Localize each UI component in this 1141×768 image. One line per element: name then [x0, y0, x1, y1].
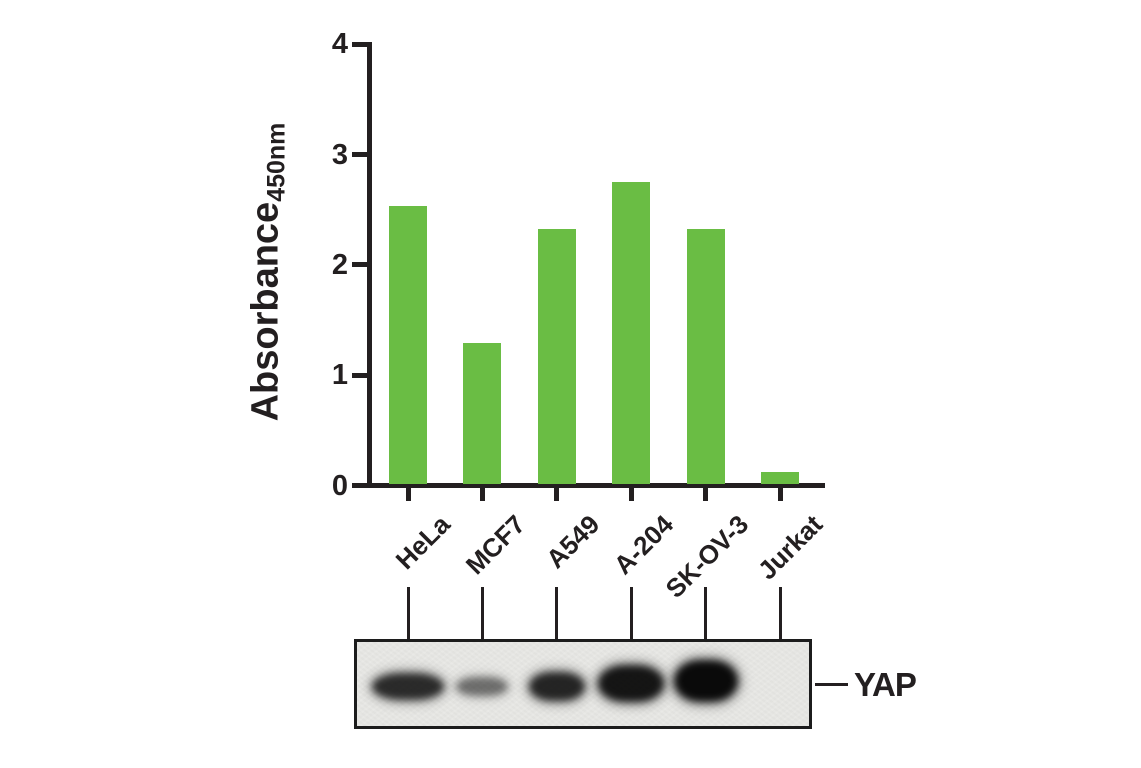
blot-band-a204 — [598, 664, 665, 702]
western-blot-panel — [354, 639, 812, 729]
y-tick-label-0: 0 — [331, 469, 348, 502]
x-axis-line — [367, 483, 825, 488]
bar-mcf7 — [463, 342, 502, 484]
x-tick-mcf7 — [479, 488, 485, 501]
bar-hela — [389, 206, 427, 484]
y-tick-3 — [352, 152, 367, 158]
blot-pointer-line — [815, 683, 848, 686]
x-tick-skov3 — [703, 488, 709, 501]
x-tick-a204 — [628, 488, 634, 501]
y-tick-label-4: 4 — [331, 28, 348, 61]
x-label-jurkat: Jurkat — [751, 509, 829, 586]
y-axis-title-subscript: 450nm — [262, 122, 291, 202]
lane-leader-line-skov3 — [704, 587, 708, 640]
x-label-hela: HeLa — [390, 509, 457, 576]
y-tick-2 — [352, 262, 367, 268]
y-axis-line — [367, 42, 372, 488]
y-axis-title-main: Absorbance — [244, 201, 287, 422]
y-tick-label-2: 2 — [331, 248, 348, 281]
y-tick-4 — [352, 41, 367, 47]
lane-leader-line-mcf7 — [480, 587, 484, 640]
x-tick-hela — [405, 488, 411, 501]
lane-leader-line-a549 — [555, 587, 559, 640]
x-label-a204: A-204 — [608, 509, 680, 581]
blot-band-a549 — [528, 671, 585, 701]
bar-jurkat — [761, 471, 799, 484]
blot-band-hela — [372, 672, 444, 700]
lane-leader-line-jurkat — [778, 587, 782, 640]
y-axis-title: Absorbance450nm — [245, 123, 292, 422]
x-label-a549: A549 — [539, 509, 606, 575]
y-tick-1 — [352, 372, 367, 378]
blot-band-skov3 — [673, 660, 738, 702]
bar-skov3 — [686, 229, 725, 484]
blot-target-label: YAP — [854, 666, 917, 703]
y-tick-label-1: 1 — [331, 359, 348, 392]
y-tick-label-3: 3 — [331, 138, 348, 171]
lane-leader-line-a204 — [629, 587, 633, 640]
bar-a204 — [612, 181, 651, 484]
blot-band-mcf7 — [456, 676, 509, 696]
y-tick-0 — [352, 483, 367, 488]
x-tick-a549 — [554, 488, 560, 501]
bar-a549 — [537, 229, 576, 484]
lane-leader-line-hela — [406, 587, 410, 640]
x-label-mcf7: MCF7 — [459, 509, 531, 581]
x-tick-jurkat — [777, 488, 783, 501]
